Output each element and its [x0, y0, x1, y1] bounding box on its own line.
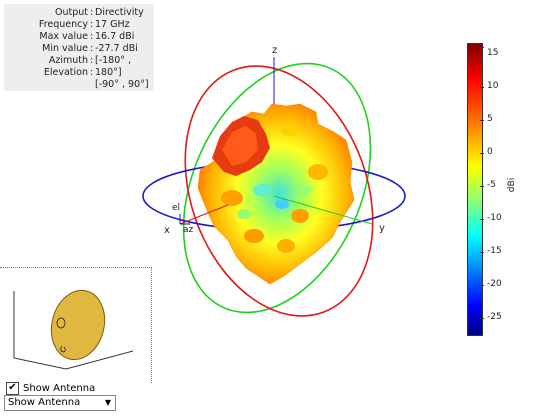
info-row-frequency: Frequency : 17 GHz	[38, 19, 130, 30]
green-great-circle	[182, 62, 372, 314]
z-axis-label: z	[272, 45, 278, 56]
info-row-min: Min value : -27.7 dBi	[42, 43, 138, 54]
antenna-preview	[13, 289, 134, 370]
show-antenna-checkbox-row[interactable]: ✔ Show Antenna	[6, 381, 95, 395]
antenna-display-dropdown[interactable]: Show Antenna ▼	[4, 395, 116, 411]
colorbar-tick: 10	[487, 81, 499, 91]
info-row-elevation: Elevation : 180°]	[43, 67, 122, 78]
colorbar-tick: 0	[487, 147, 493, 157]
dropdown-value: Show Antenna	[8, 397, 81, 408]
el-label: el	[172, 203, 181, 213]
colorbar-tick: -25	[487, 312, 502, 322]
colorbar	[467, 43, 483, 336]
antenna-patch	[50, 289, 106, 361]
info-value: [-180° ,	[95, 55, 132, 66]
colorbar-tick: -20	[487, 279, 502, 289]
chevron-down-icon[interactable]: ▼	[104, 398, 112, 407]
info-key: Azimuth	[48, 55, 88, 66]
colorbar-tick: -10	[487, 213, 502, 223]
info-value: 16.7 dBi	[95, 31, 135, 42]
info-key: Elevation	[43, 67, 88, 78]
info-row-max: Max value : 16.7 dBi	[39, 31, 135, 42]
y-axis-line	[273, 195, 373, 225]
info-row-output: Output : Directivity	[55, 7, 144, 18]
info-key: Max value	[39, 31, 88, 42]
colorbar-tick: 15	[487, 48, 499, 58]
info-value: 17 GHz	[95, 19, 130, 30]
show-antenna-label: Show Antenna	[23, 382, 96, 394]
red-great-circle	[184, 65, 374, 317]
colorbar-tick: -5	[487, 180, 496, 190]
info-row-azimuth: Azimuth : [-180° ,	[48, 55, 132, 66]
colorbar-tick: -15	[487, 246, 502, 256]
colorbar-unit: dBi	[507, 177, 518, 193]
az-label: az	[183, 225, 194, 235]
info-panel: Output : Directivity Frequency : 17 GHz …	[4, 4, 154, 91]
info-key: Output	[55, 7, 88, 18]
x-axis-arrow	[179, 204, 229, 225]
colorbar-tick: 5	[487, 114, 493, 124]
info-key: Min value	[42, 43, 88, 54]
info-value: -27.7 dBi	[95, 43, 138, 54]
info-value: Directivity	[95, 7, 144, 18]
info-value: 180°]	[95, 67, 122, 78]
y-axis-label: y	[379, 223, 385, 234]
directivity-lobe	[197, 103, 355, 285]
info-key: Frequency	[38, 19, 88, 30]
x-axis-label: x	[164, 225, 170, 236]
antenna-preview-panel	[0, 267, 152, 383]
show-antenna-checkbox[interactable]: ✔	[6, 381, 19, 395]
info-row-elevation-range: [-90° , 90°]	[95, 79, 149, 90]
